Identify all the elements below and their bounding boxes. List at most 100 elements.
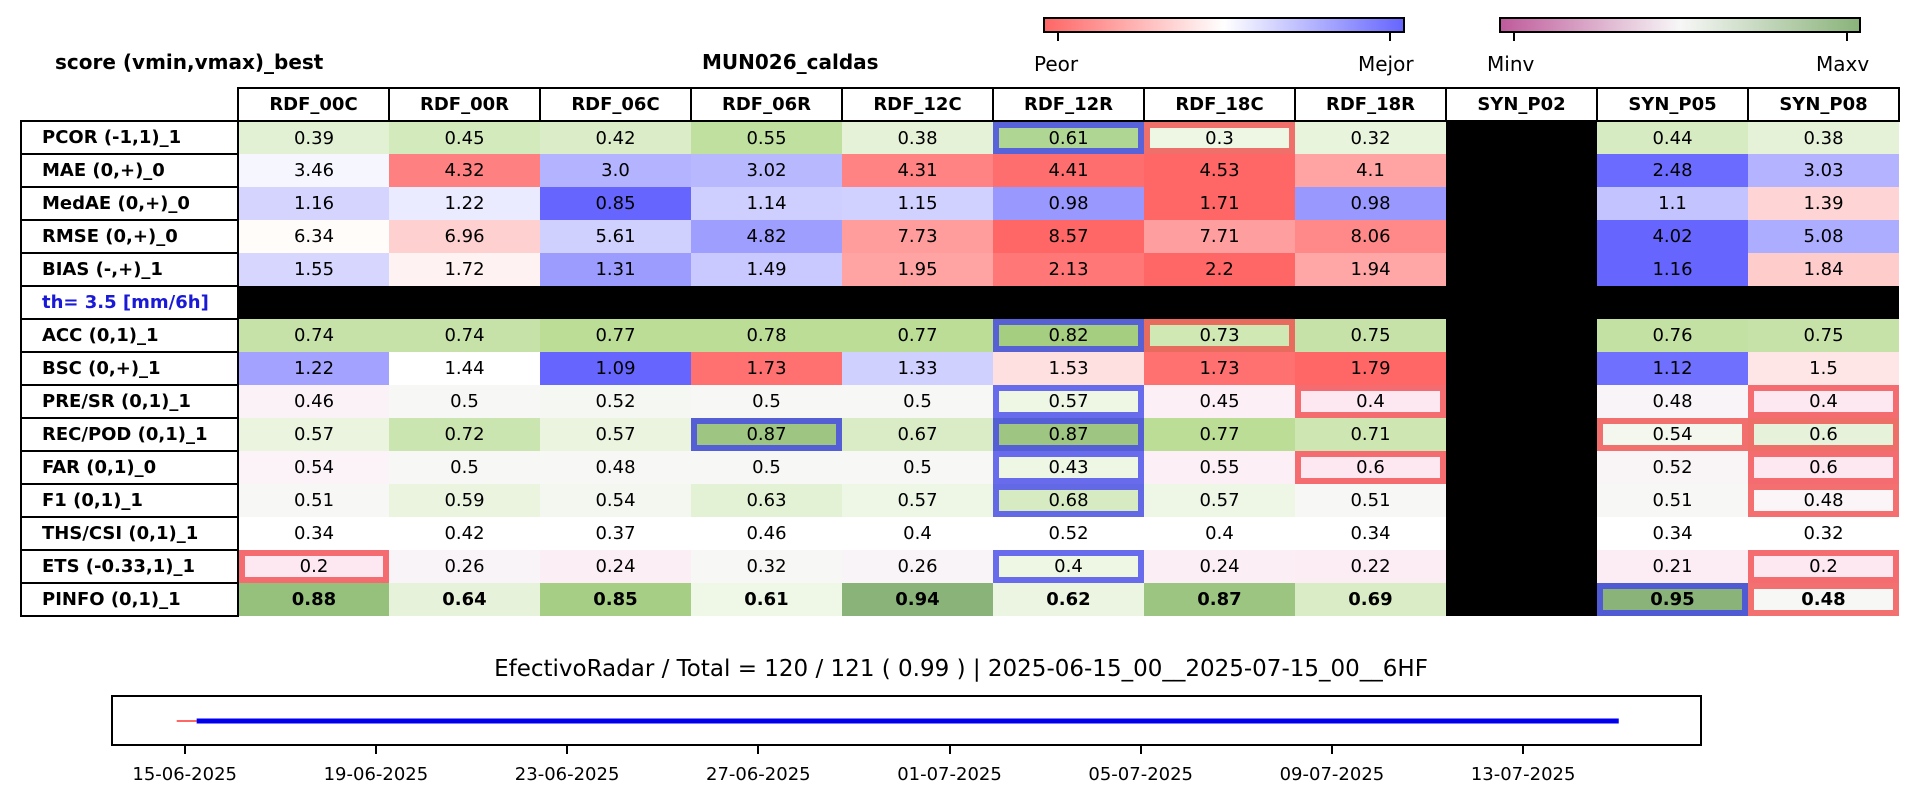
table-cell: 1.16 xyxy=(238,187,389,220)
table-cell: 1.44 xyxy=(389,352,540,385)
column-header: RDF_00R xyxy=(388,87,541,122)
table-cell: 0.57 xyxy=(1144,484,1295,517)
table-cell: 0.85 xyxy=(540,583,691,616)
table-body: PCOR (-1,1)_1 0.39 0.45 0.42 0.55 0.38 0.61 0.3… xyxy=(20,120,1899,617)
row-header: BSC (0,+)_1 xyxy=(20,351,239,386)
table-cell: 0.74 xyxy=(389,319,540,352)
column-header: RDF_06C xyxy=(539,87,692,122)
row-header: th= 3.5 [mm/6h] xyxy=(20,285,239,320)
table-cell: 0.37 xyxy=(540,517,691,550)
table-cell: 0.72 xyxy=(389,418,540,451)
table-cell: 0.67 xyxy=(842,418,993,451)
metric-row: ACC (0,1)_1 0.74 0.74 0.77 0.78 0.77 0.82 0.73 0… xyxy=(20,318,1899,353)
metric-row: RMSE (0,+)_0 6.34 6.96 5.61 4.82 7.73 8.57 7.71… xyxy=(20,219,1899,254)
table-cell: 4.53 xyxy=(1144,154,1295,187)
metric-row: PRE/SR (0,1)_1 0.46 0.5 0.52 0.5 0.5 0.57 0.45 0… xyxy=(20,384,1899,419)
metric-row: FAR (0,1)_0 0.54 0.5 0.48 0.5 0.5 0.43 0.55 0.6 0… xyxy=(20,450,1899,485)
footer-summary: EfectivoRadar / Total = 120 / 121 ( 0.99… xyxy=(494,656,1428,682)
table-cell: 0.5 xyxy=(691,451,842,484)
table-cell: 2.48 xyxy=(1597,154,1748,187)
table-cell: 1.53 xyxy=(993,352,1144,385)
table-cell: 0.51 xyxy=(238,484,389,517)
table-cell: 6.96 xyxy=(389,220,540,253)
table-cell: 0.88 xyxy=(238,583,389,616)
table-cell: 0.3 xyxy=(1144,121,1295,154)
table-cell: 1.71 xyxy=(1144,187,1295,220)
table-cell xyxy=(1446,154,1597,187)
table-cell xyxy=(1446,385,1597,418)
timeline-tick xyxy=(183,746,186,754)
table-cell: 0.73 xyxy=(1144,319,1295,352)
table-cell: 1.73 xyxy=(1144,352,1295,385)
metric-row: THS/CSI (0,1)_1 0.34 0.42 0.37 0.46 0.4 0.52 0.… xyxy=(20,516,1899,551)
table-cell: 0.87 xyxy=(691,418,842,451)
table-cell: 0.45 xyxy=(1144,385,1295,418)
table-cell: 0.57 xyxy=(238,418,389,451)
timeline-tick-label: 23-06-2025 xyxy=(514,764,620,785)
table-cell: 0.38 xyxy=(842,121,993,154)
row-header: THS/CSI (0,1)_1 xyxy=(20,516,239,551)
table-cell: 0.42 xyxy=(389,517,540,550)
score-table-wrap: RDF_00C RDF_00R RDF_06C RDF_06R RDF_12C RDF_1… xyxy=(20,87,1900,617)
table-cell: 8.06 xyxy=(1295,220,1446,253)
table-cell: 1.94 xyxy=(1295,253,1446,286)
table-cell: 0.26 xyxy=(389,550,540,583)
row-header: FAR (0,1)_0 xyxy=(20,450,239,485)
table-cell: 0.61 xyxy=(993,121,1144,154)
table-cell: 0.48 xyxy=(540,451,691,484)
table-cell: 4.32 xyxy=(389,154,540,187)
timeline-tick-label: 13-07-2025 xyxy=(1470,764,1576,785)
table-cell: 7.71 xyxy=(1144,220,1295,253)
table-cell: 0.6 xyxy=(1748,418,1899,451)
table-cell: 0.5 xyxy=(389,385,540,418)
table-cell: 0.48 xyxy=(1748,484,1899,517)
table-cell: 0.26 xyxy=(842,550,993,583)
table-cell: 0.2 xyxy=(238,550,389,583)
metric-row: PCOR (-1,1)_1 0.39 0.45 0.42 0.55 0.38 0.61 0.3… xyxy=(20,120,1899,155)
threshold-separator xyxy=(238,286,1899,319)
score-title: score (vmin,vmax)_best xyxy=(55,50,324,74)
table-cell: 0.57 xyxy=(842,484,993,517)
table-cell: 1.84 xyxy=(1748,253,1899,286)
table-cell: 0.59 xyxy=(389,484,540,517)
table-corner xyxy=(21,88,238,121)
header-row: RDF_00C RDF_00R RDF_06C RDF_06R RDF_12C RDF_1… xyxy=(21,87,1900,122)
table-cell: 1.5 xyxy=(1748,352,1899,385)
column-header: SYN_P02 xyxy=(1445,87,1598,122)
colorbar-tick xyxy=(1389,33,1391,41)
timeline-tick-label: 09-07-2025 xyxy=(1279,764,1385,785)
table-cell: 1.31 xyxy=(540,253,691,286)
table-cell xyxy=(1446,550,1597,583)
row-header: ACC (0,1)_1 xyxy=(20,318,239,353)
table-cell: 0.78 xyxy=(691,319,842,352)
table-cell: 0.52 xyxy=(540,385,691,418)
table-cell: 3.02 xyxy=(691,154,842,187)
table-cell: 4.41 xyxy=(993,154,1144,187)
timeline-tick-label: 15-06-2025 xyxy=(132,764,237,785)
table-cell: 1.15 xyxy=(842,187,993,220)
table-cell: 0.48 xyxy=(1748,583,1899,616)
column-header: RDF_18C xyxy=(1143,87,1296,122)
table-cell: 0.5 xyxy=(691,385,842,418)
timeline-tick xyxy=(1522,746,1525,754)
table-cell: 0.43 xyxy=(993,451,1144,484)
table-cell: 0.54 xyxy=(1597,418,1748,451)
timeline-tick xyxy=(1139,746,1142,754)
table-cell: 0.38 xyxy=(1748,121,1899,154)
colorbar-tick xyxy=(1513,33,1515,41)
table-cell: 3.46 xyxy=(238,154,389,187)
timeline-tick xyxy=(948,746,951,754)
score-colorbar xyxy=(1043,17,1405,33)
row-header: PRE/SR (0,1)_1 xyxy=(20,384,239,419)
table-cell xyxy=(1446,484,1597,517)
table-cell: 4.02 xyxy=(1597,220,1748,253)
table-cell xyxy=(1446,418,1597,451)
table-cell xyxy=(1446,583,1597,616)
table-cell: 1.55 xyxy=(238,253,389,286)
table-cell: 0.61 xyxy=(691,583,842,616)
timeline-panel xyxy=(111,695,1702,746)
table-cell: 0.54 xyxy=(540,484,691,517)
row-header: REC/POD (0,1)_1 xyxy=(20,417,239,452)
table-cell: 1.14 xyxy=(691,187,842,220)
metric-row: ETS (-0.33,1)_1 0.2 0.26 0.24 0.32 0.26 0.4 0.2… xyxy=(20,549,1899,584)
